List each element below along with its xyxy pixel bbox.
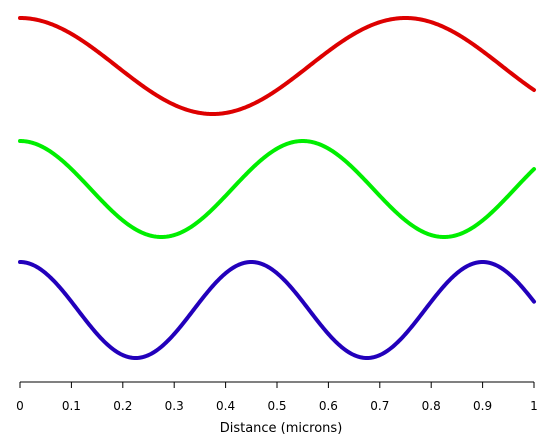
x-tick-label: 0.3 [165,399,184,413]
x-tick-label: 0.7 [370,399,389,413]
x-tick-label: 0.5 [267,399,286,413]
wave-series-1 [18,16,536,116]
x-tick-label: 0 [16,399,24,413]
x-tick-label: 0.8 [422,399,441,413]
wave-series-3 [18,260,536,360]
x-tick-label: 0.4 [216,399,235,413]
x-tick-label: 0.2 [113,399,132,413]
x-tick-label: 0.6 [319,399,338,413]
x-tick-label: 1 [530,399,538,413]
x-axis-ticks: 0 0.1 0.2 0.3 0.4 0.5 0.6 0.7 0.8 0.9 1 [16,382,538,413]
wave-series-2 [18,139,536,239]
x-axis-label: Distance (microns) [220,421,343,436]
x-tick-label: 0.9 [473,399,492,413]
x-tick-label: 0.1 [62,399,81,413]
series-layer [18,16,536,360]
